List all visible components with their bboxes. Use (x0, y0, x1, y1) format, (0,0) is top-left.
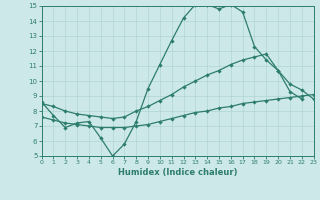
X-axis label: Humidex (Indice chaleur): Humidex (Indice chaleur) (118, 168, 237, 177)
